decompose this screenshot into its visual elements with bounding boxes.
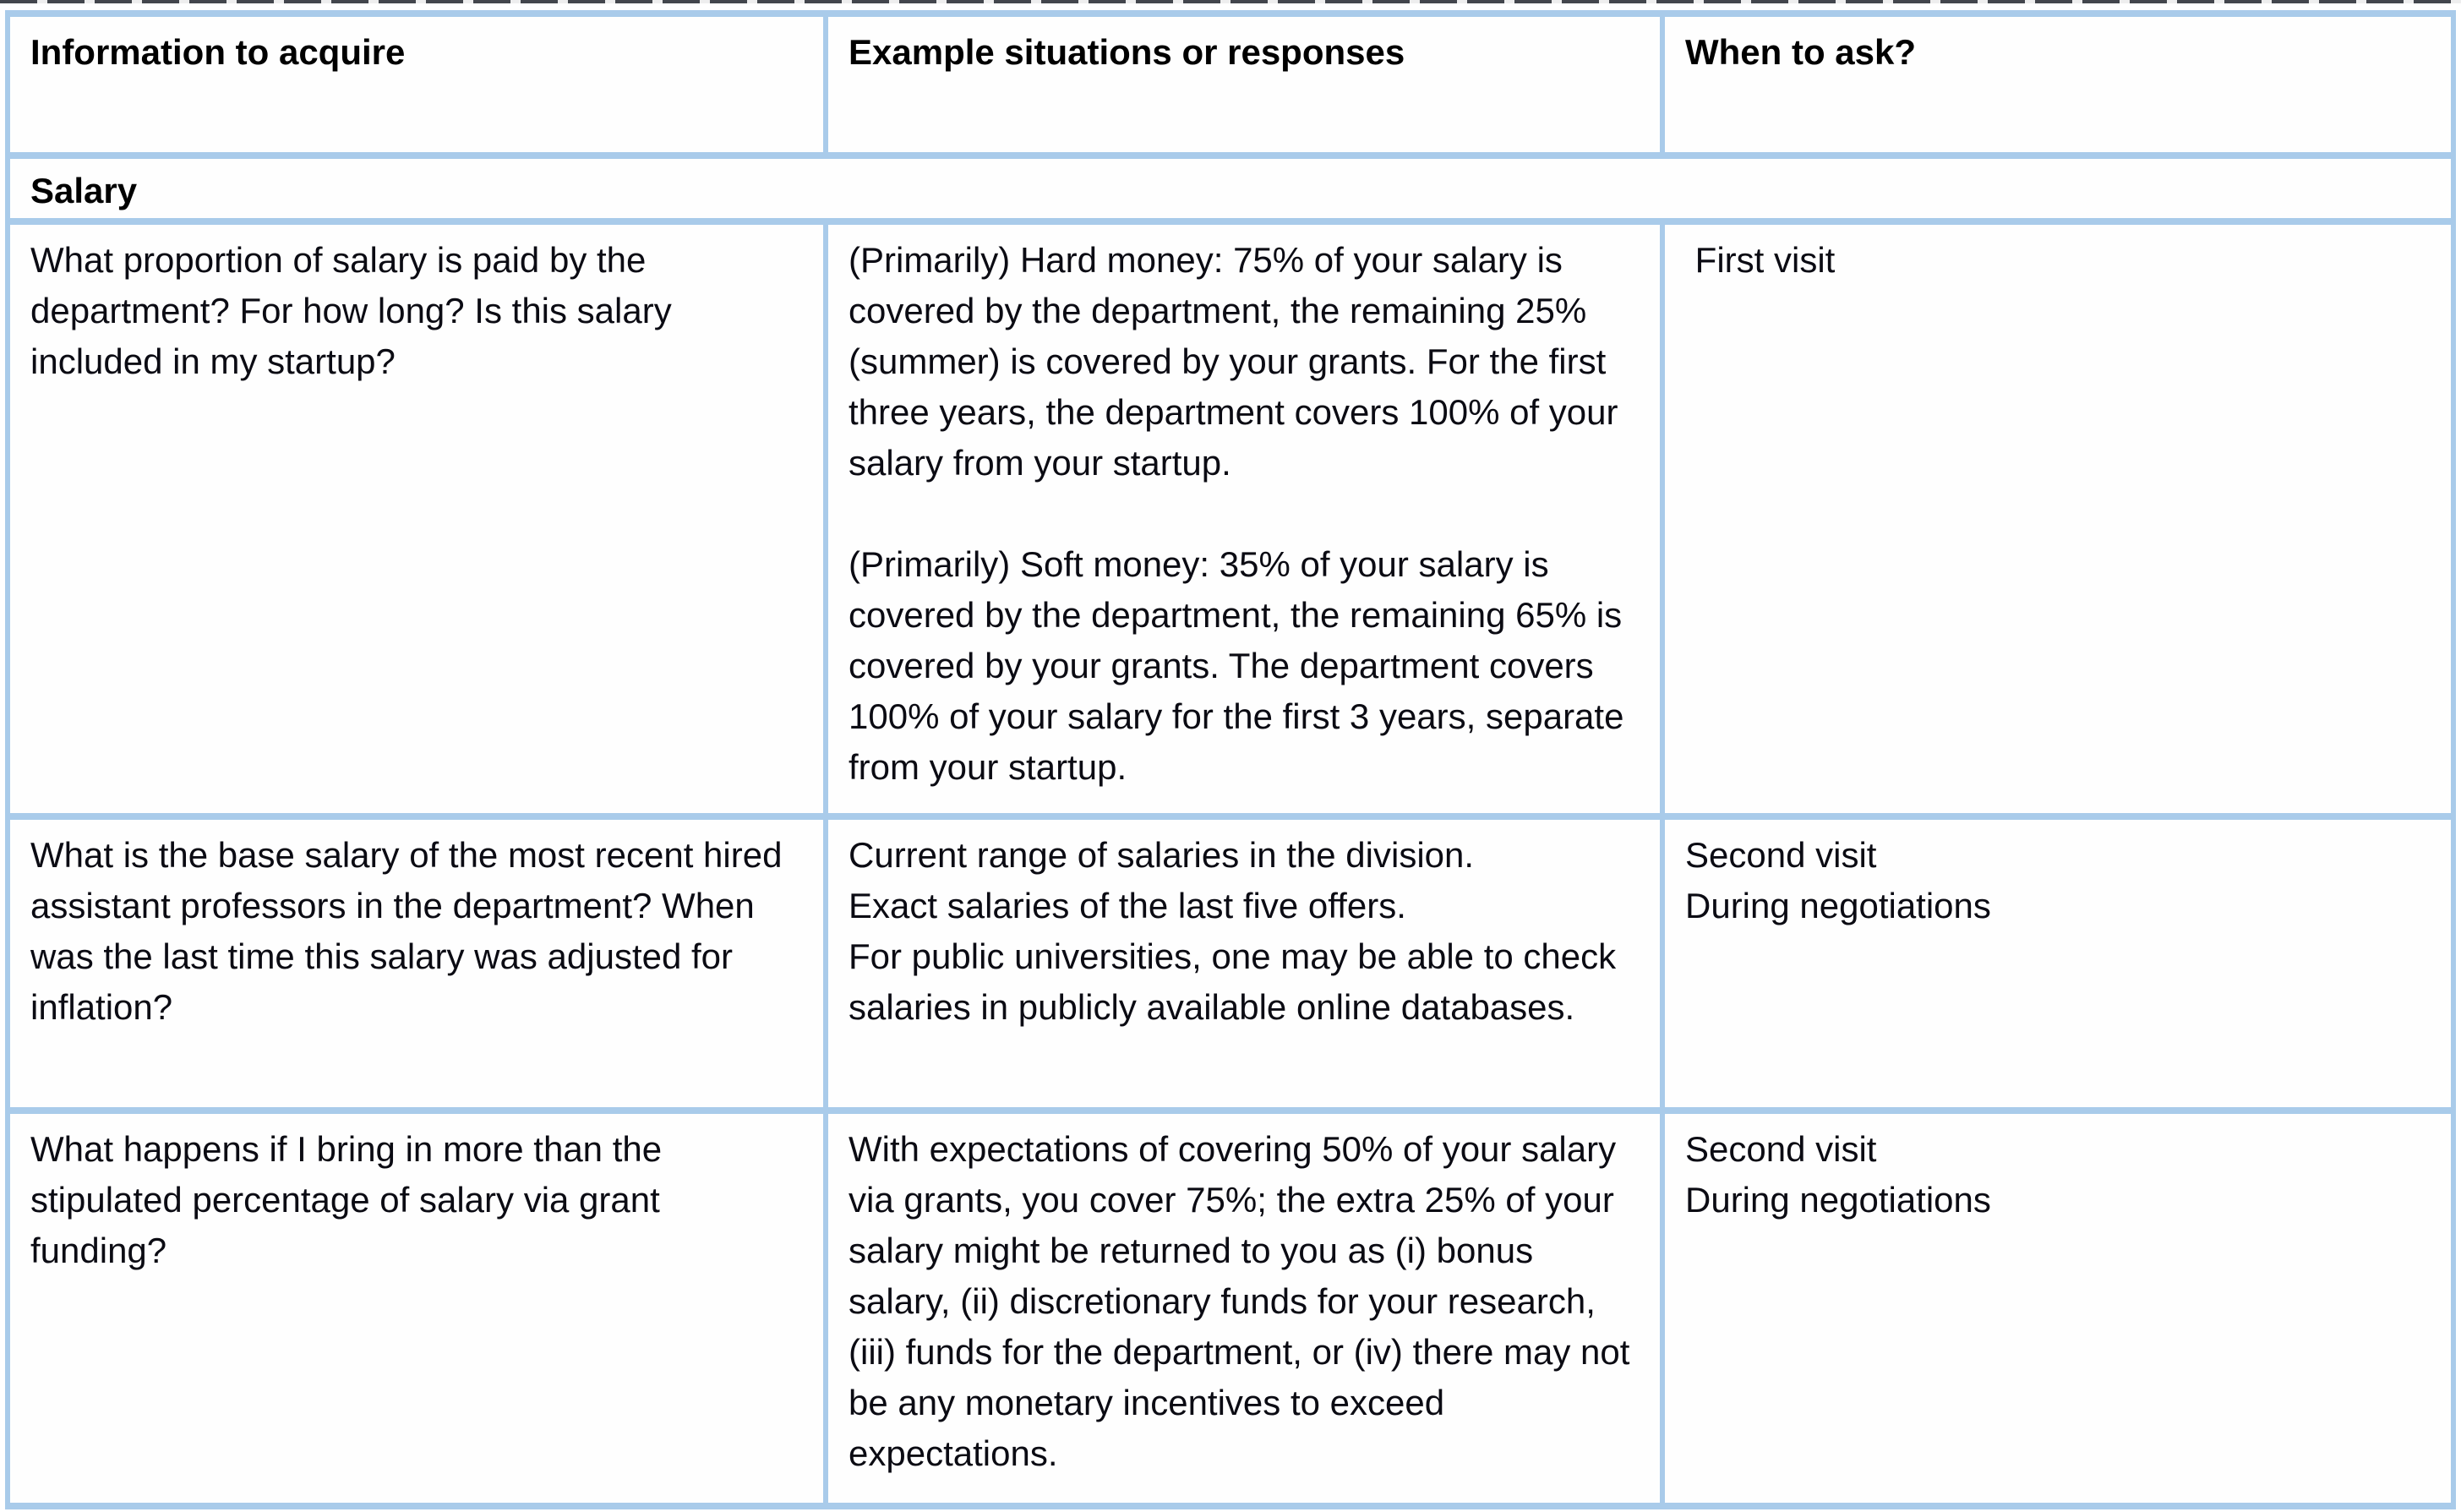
cell-when-to-ask: Second visit During negotiations — [1665, 820, 2451, 1107]
column-header-label: Information to acquire — [30, 32, 406, 72]
section-header-cell: Salary — [10, 159, 2451, 218]
negotiation-questions-table: Information to acquire Example situation… — [5, 10, 2456, 1509]
column-header-label: When to ask? — [1685, 32, 1917, 72]
section-title: Salary — [30, 171, 138, 210]
top-edge-line — [0, 0, 2461, 3]
cell-text: Current range of salaries in the divisio… — [849, 835, 1617, 1027]
cell-text: What is the base salary of the most rece… — [30, 835, 793, 1027]
cell-when-to-ask: First visit — [1665, 225, 2451, 813]
column-header-when-to-ask: When to ask? — [1665, 17, 2451, 152]
cell-information: What proportion of salary is paid by the… — [10, 225, 823, 813]
cell-information: What happens if I bring in more than the… — [10, 1114, 823, 1503]
cell-text: First visit — [1685, 240, 1836, 280]
cell-example: With expectations of covering 50% of you… — [828, 1114, 1660, 1503]
column-header-label: Example situations or responses — [849, 32, 1405, 72]
cell-information: What is the base salary of the most rece… — [10, 820, 823, 1107]
column-header-information-to-acquire: Information to acquire — [10, 17, 823, 152]
cell-text: With expectations of covering 50% of you… — [849, 1129, 1640, 1473]
cell-text: What happens if I bring in more than the… — [30, 1129, 672, 1270]
cell-example: (Primarily) Hard money: 75% of your sala… — [828, 225, 1660, 813]
table-row: What happens if I bring in more than the… — [10, 1114, 2451, 1503]
table-row: What is the base salary of the most rece… — [10, 820, 2451, 1107]
table-row: What proportion of salary is paid by the… — [10, 225, 2451, 813]
header-row: Information to acquire Example situation… — [10, 17, 2451, 152]
cell-text: Second visit During negotiations — [1685, 835, 1991, 925]
cell-text: (Primarily) Hard money: 75% of your sala… — [849, 240, 1624, 787]
column-header-example-situations: Example situations or responses — [828, 17, 1660, 152]
cell-text: Second visit During negotiations — [1685, 1129, 1991, 1220]
cell-when-to-ask: Second visit During negotiations — [1665, 1114, 2451, 1503]
cell-text: What proportion of salary is paid by the… — [30, 240, 682, 381]
cell-example: Current range of salaries in the divisio… — [828, 820, 1660, 1107]
section-row-salary: Salary — [10, 159, 2451, 218]
